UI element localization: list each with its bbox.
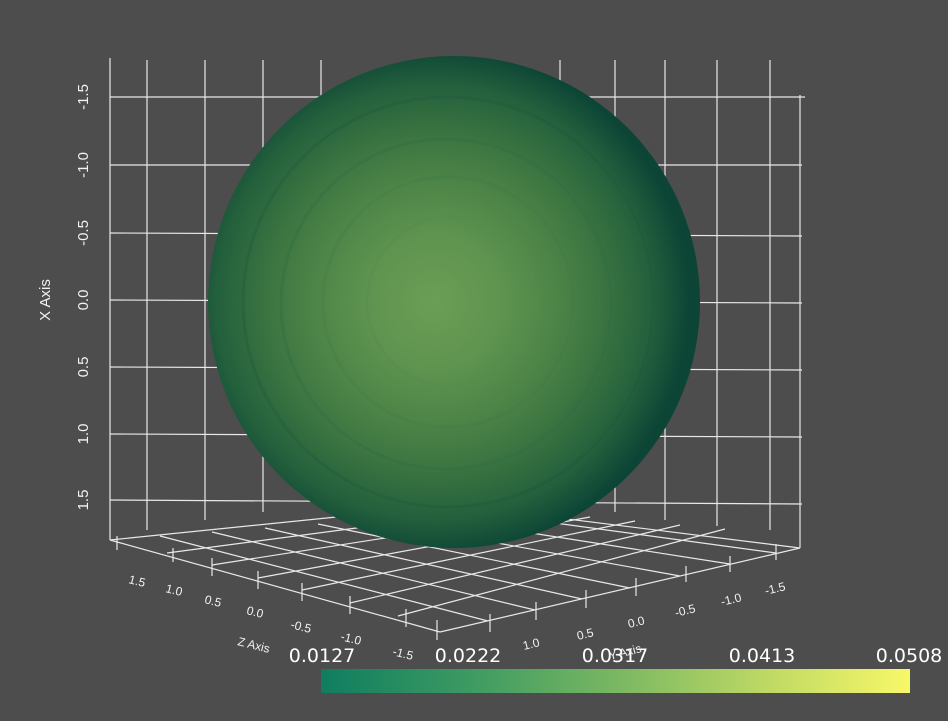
x-axis-title: X Axis [37, 279, 54, 321]
x-tick-label: -1.0 [75, 152, 92, 178]
y-axis-ticks: -1.5 -1.0 -0.5 0.0 0.5 1.0 [521, 579, 787, 653]
scalar-bar-label: 0.0127 [288, 645, 356, 667]
x-tick-label: -0.5 [75, 220, 92, 246]
x-tick-label: 1.0 [75, 424, 92, 445]
x-axis-ticks: -1.5 -1.0 -0.5 0.0 0.5 1.0 1.5 [75, 84, 92, 510]
sphere-surface[interactable] [208, 56, 700, 548]
z-tick-label: 1.5 [127, 572, 147, 590]
z-axis-ticks: 1.5 1.0 0.5 0.0 -0.5 -1.0 -1.5 [127, 572, 415, 663]
x-axis: X Axis -1.5 -1.0 -0.5 0.0 0.5 1.0 1.5 [37, 84, 92, 510]
sphere-band-1 [241, 95, 655, 509]
z-axis-tick-marks [116, 536, 438, 640]
scalar-bar-label: 0.0508 [875, 645, 943, 667]
z-axis: Z Axis 1.5 1.0 0.5 0.0 -0.5 -1.0 -1.5 [116, 536, 438, 663]
x-tick-label: 0.5 [75, 357, 92, 378]
sphere-band-3 [321, 175, 575, 429]
z-tick-label: -1.0 [339, 629, 363, 648]
z-tick-label: 0.0 [245, 603, 265, 621]
z-tick-label: 1.0 [164, 581, 184, 599]
y-tick-label: -1.5 [763, 579, 787, 598]
y-tick-label: 0.5 [575, 625, 595, 643]
z-tick-label: -0.5 [289, 617, 313, 636]
sphere-band-4 [365, 215, 539, 389]
z-tick-label: 0.5 [203, 592, 223, 610]
z-axis-title: Z Axis [236, 634, 271, 655]
x-tick-label: -1.5 [75, 84, 92, 110]
sphere-mesh[interactable] [208, 56, 700, 548]
y-tick-label: -0.5 [673, 601, 697, 620]
scalar-bar-label: 0.0222 [434, 645, 502, 667]
z-tick-label: -1.5 [391, 644, 415, 663]
x-tick-label: 1.5 [75, 490, 92, 511]
sphere-band-2 [279, 137, 613, 471]
scalar-bar-label: 0.0413 [728, 645, 796, 667]
x-tick-label: 0.0 [75, 290, 92, 311]
scalar-bar-label: 0.0317 [581, 645, 649, 667]
y-tick-label: 1.0 [521, 635, 541, 653]
scalar-bar-colormap[interactable] [321, 669, 910, 693]
y-axis-tick-marks [489, 544, 777, 632]
left-wall-edge [109, 58, 801, 548]
y-tick-label: -1.0 [719, 590, 743, 609]
y-tick-label: 0.0 [626, 613, 646, 631]
